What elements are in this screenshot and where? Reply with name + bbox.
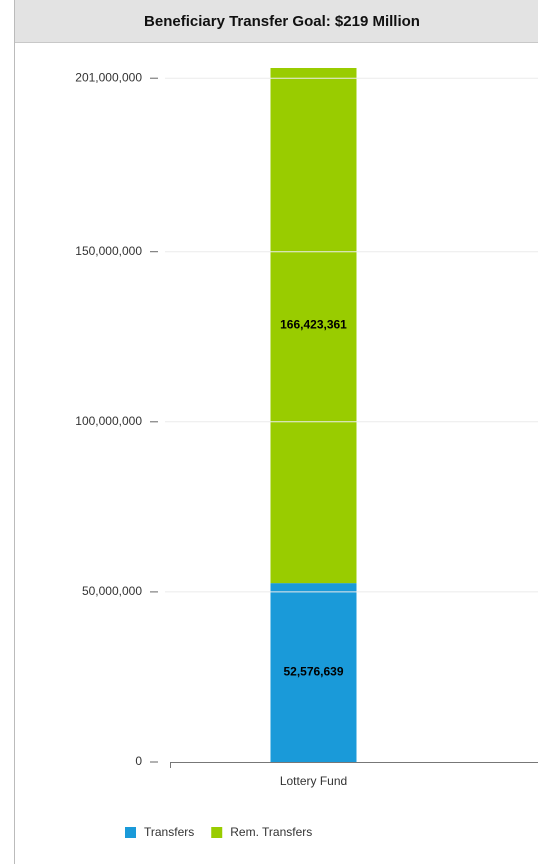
bar-segment — [270, 68, 357, 584]
x-tick-label: Lottery Fund — [280, 774, 347, 788]
legend-label: Transfers — [144, 825, 194, 839]
y-tick-label: 100,000,000 — [75, 414, 142, 428]
title-bar — [15, 0, 538, 42]
bar-segment — [270, 583, 357, 762]
data-label: 52,576,639 — [283, 665, 343, 679]
data-label: 166,423,361 — [280, 318, 347, 332]
legend-label: Rem. Transfers — [230, 825, 312, 839]
y-tick-label: 150,000,000 — [75, 244, 142, 258]
legend-swatch — [211, 827, 223, 838]
chart-title: Beneficiary Transfer Goal: $219 Million — [144, 13, 420, 30]
y-tick-label: 201,000,000 — [75, 70, 142, 84]
plot-area — [270, 68, 357, 762]
y-tick-label: 0 — [135, 754, 142, 768]
y-tick-label: 50,000,000 — [82, 584, 142, 598]
legend-swatch — [125, 827, 136, 838]
